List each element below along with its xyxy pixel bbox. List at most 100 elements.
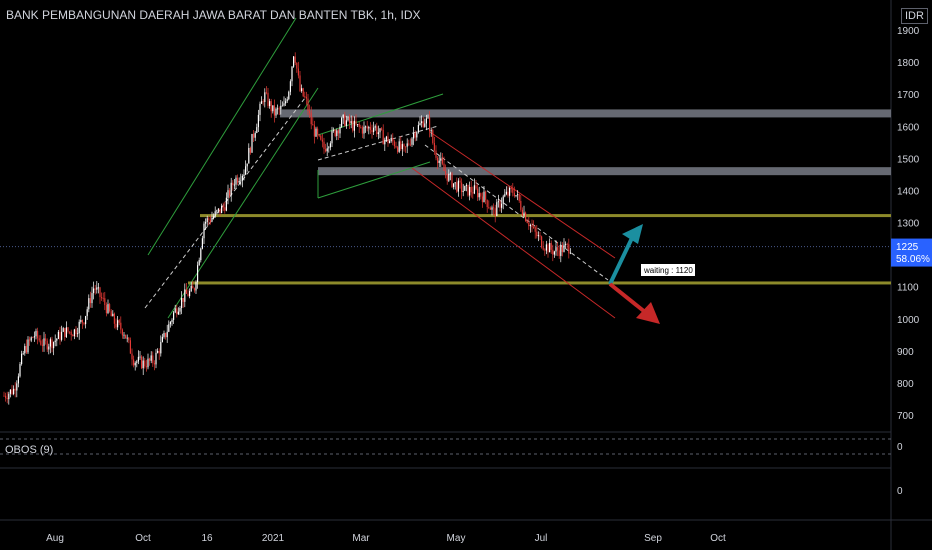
candle-body (94, 288, 96, 290)
candle-body (489, 207, 491, 210)
last-price-value: 1225 (896, 242, 919, 253)
candle-body (457, 180, 459, 192)
candle-body (425, 118, 427, 124)
bearish-arrow-head (636, 302, 660, 324)
candle-body (225, 197, 227, 211)
candle-body (101, 297, 103, 299)
candle-body (393, 141, 395, 147)
candle-body (433, 143, 435, 151)
candle-body (350, 121, 352, 124)
price-tick-label: 1500 (897, 154, 920, 165)
candle-body (515, 195, 517, 197)
time-axis[interactable]: Aug Oct 16 2021 Mar May Jul Sep Oct (46, 533, 726, 544)
candle-body (526, 220, 528, 224)
candle-body (27, 339, 29, 353)
annotation-text: waiting : 1120 (643, 266, 693, 275)
candle-body (109, 304, 111, 312)
candle-body (552, 249, 554, 255)
candle-body (99, 287, 101, 298)
candle-body (64, 328, 66, 337)
candle-body (507, 191, 509, 196)
annotation-box (641, 264, 695, 276)
candle-body (141, 356, 143, 369)
candle-body (238, 181, 240, 183)
time-tick-label: Aug (46, 533, 64, 544)
candle-body (561, 245, 563, 252)
candle-body (470, 186, 472, 193)
candle-body (565, 243, 567, 245)
candle-body (182, 297, 184, 302)
candle-body (277, 108, 279, 110)
candle-body (563, 244, 565, 252)
candle-body (73, 329, 75, 337)
candle-body (424, 123, 426, 127)
candle-body (88, 298, 90, 310)
candle-body (81, 320, 83, 323)
candle-body (440, 158, 442, 161)
candle-body (29, 339, 31, 341)
indicator-tick-lower: 0 (897, 486, 903, 497)
candle-body (318, 134, 320, 136)
candle-body (313, 125, 315, 137)
candle-body (78, 321, 80, 334)
candle-body (267, 92, 269, 107)
candle-body (176, 308, 178, 315)
candle-body (16, 383, 18, 391)
support-level-line (200, 214, 891, 218)
candle-body (448, 173, 450, 181)
candle-body (509, 188, 511, 196)
candle-body (385, 136, 387, 140)
last-price-tag: 1225 58.06% (891, 238, 932, 267)
candle-body (529, 225, 531, 227)
waiting-annotation[interactable]: waiting : 1120 (641, 264, 695, 276)
candle-body (232, 182, 234, 185)
candle-body (93, 288, 95, 294)
candle-body (6, 398, 8, 400)
candle-body (437, 157, 439, 163)
indicator-label[interactable]: OBOS (9) (5, 444, 54, 456)
candle-body (331, 130, 333, 144)
candle-body (406, 143, 408, 147)
candle-body (400, 141, 402, 150)
candle-body (17, 376, 19, 384)
candle-body (51, 339, 53, 349)
candle-body (309, 111, 311, 113)
candle-body (249, 147, 251, 153)
candle-body (181, 297, 183, 308)
candle-body (304, 96, 306, 98)
candle-body (486, 199, 488, 208)
candle-body (427, 117, 429, 119)
candle-body (195, 282, 197, 291)
price-tick-label: 900 (897, 347, 914, 358)
candle-body (504, 194, 506, 197)
candle-body (374, 126, 376, 128)
candle-body (341, 118, 343, 127)
candle-body (70, 331, 72, 336)
candle-body (491, 207, 493, 210)
candle-body (261, 101, 263, 104)
candle-body (417, 125, 419, 133)
candle-body (185, 289, 187, 294)
candle-body (137, 356, 139, 362)
candle-body (305, 96, 307, 99)
candle-body (475, 185, 477, 189)
price-tick-label: 1100 (897, 283, 919, 294)
candle-body (355, 120, 357, 125)
candle-body (345, 120, 347, 126)
candle-body (379, 128, 381, 133)
candle-body (357, 124, 359, 125)
candle-body (131, 353, 133, 360)
currency-button[interactable]: IDR (901, 8, 928, 24)
candle-body (166, 331, 168, 338)
candle-body (184, 289, 186, 302)
price-axis[interactable]: 7008009001000110012001300140015001600170… (897, 26, 920, 422)
candle-body (174, 308, 176, 313)
candle-body (113, 313, 115, 324)
candle-body (307, 98, 309, 112)
candle-body (315, 128, 317, 137)
candle-body (349, 117, 351, 124)
candle-body (419, 123, 421, 126)
price-tick-label: 800 (897, 379, 914, 390)
candle-body (8, 393, 10, 400)
